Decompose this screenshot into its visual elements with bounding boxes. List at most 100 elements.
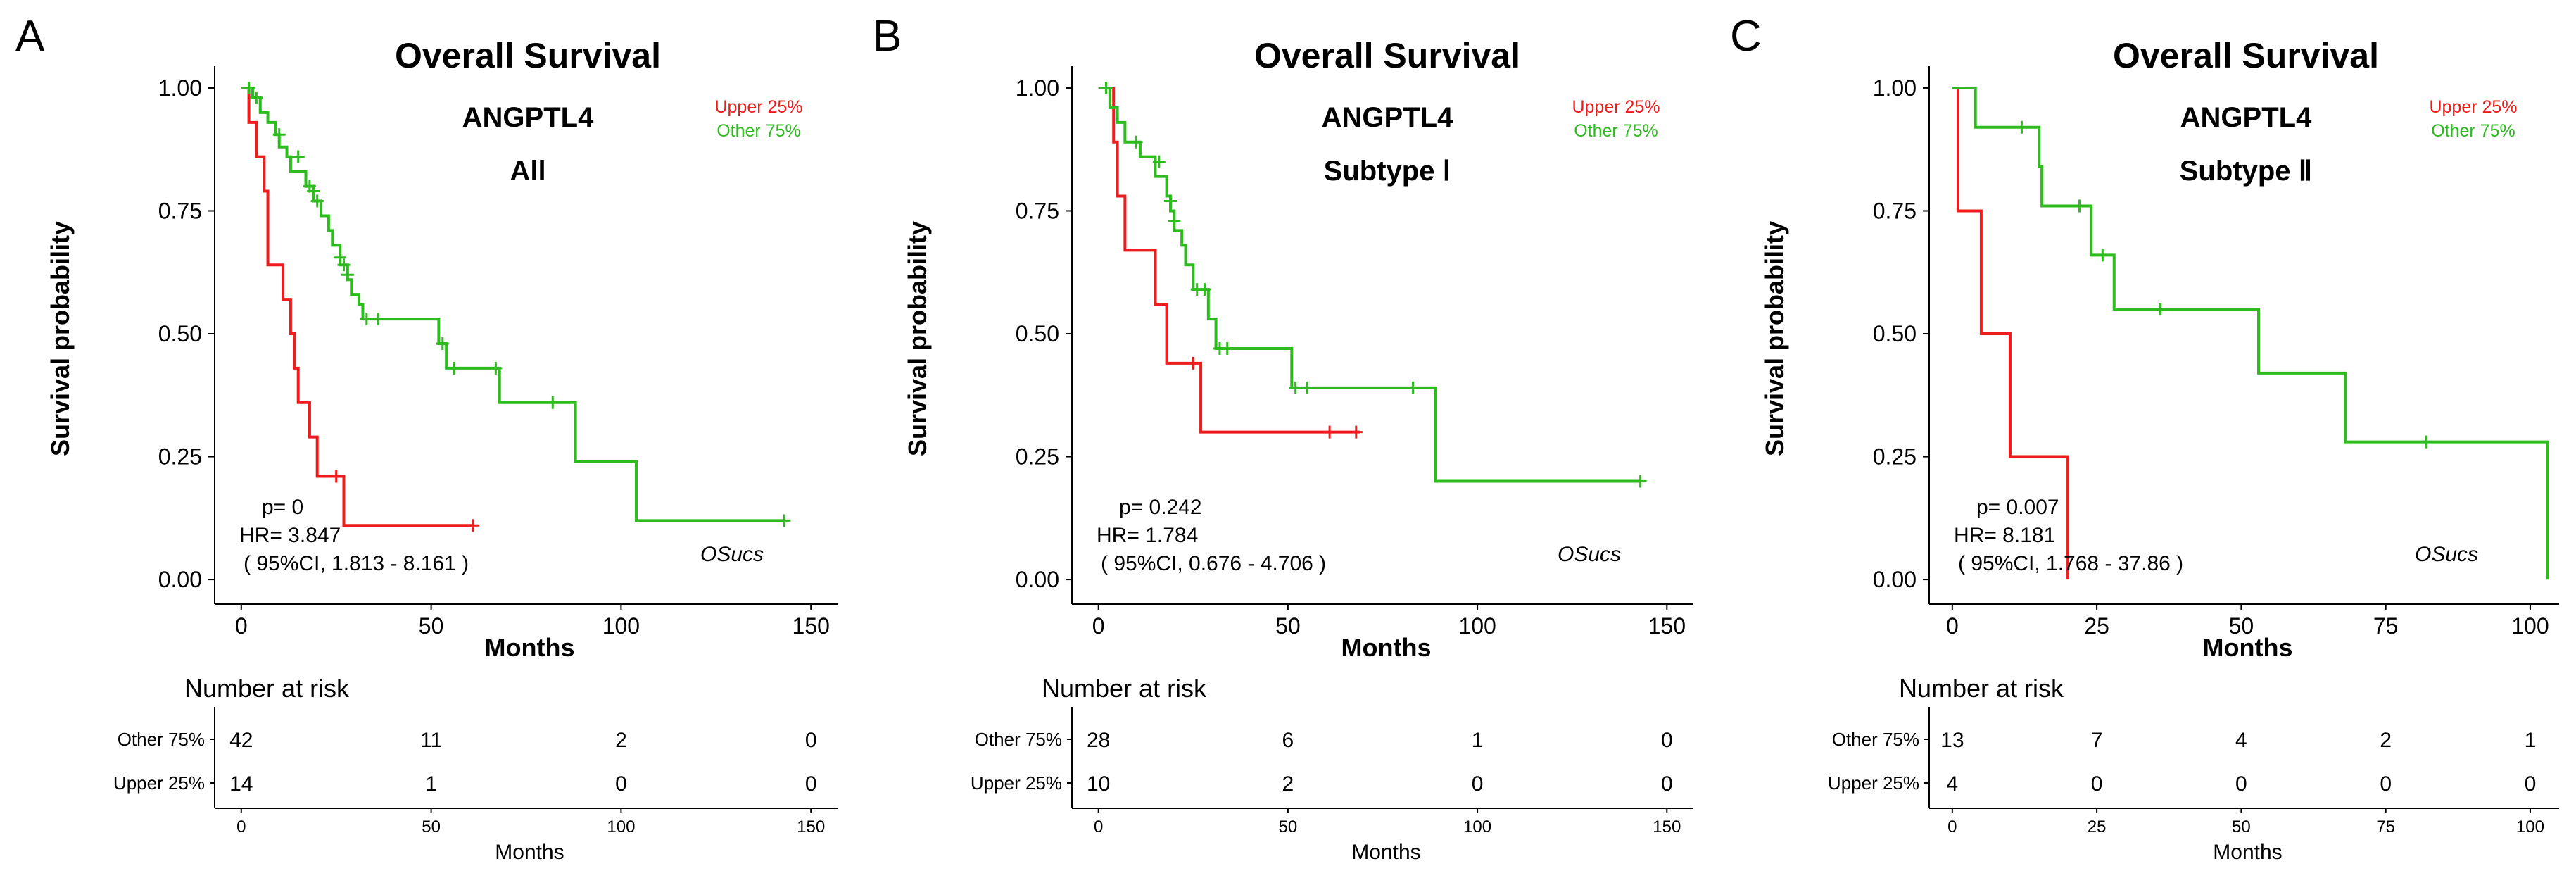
x-tick-label: 150 — [793, 613, 830, 639]
censor-mark-other — [372, 313, 385, 326]
subtitle: All — [510, 156, 545, 187]
risk-value: 10 — [1087, 772, 1110, 796]
censor-mark-other — [1099, 81, 1113, 94]
y-tick-label: 1.00 — [1016, 75, 1059, 101]
x-tick-label: 150 — [1648, 613, 1686, 639]
censor-mark-other — [1300, 381, 1313, 394]
censor-mark-other — [436, 337, 449, 350]
risk-value: 0 — [2091, 772, 2103, 796]
x-axis-title: Months — [485, 633, 575, 662]
legend-other: Other 75% — [2431, 121, 2515, 141]
risk-value: 2 — [615, 729, 627, 752]
survival-curve-other — [1098, 86, 1641, 483]
risk-value: 4 — [2235, 729, 2247, 752]
legend-upper: Upper 25% — [2429, 97, 2517, 117]
risk-x-axis-title: Months — [2213, 841, 2282, 864]
risk-x-tick-label: 50 — [1279, 817, 1298, 836]
censor-mark-other — [1289, 381, 1302, 394]
censor-mark-other — [1220, 341, 1234, 355]
x-tick-label: 75 — [2373, 613, 2399, 639]
risk-x-tick-label: 50 — [2232, 817, 2251, 836]
censor-mark-other — [1168, 214, 1181, 227]
risk-table-title: Number at risk — [184, 674, 350, 703]
risk-value: 1 — [1472, 729, 1484, 752]
x-axis-title: Months — [1341, 633, 1432, 662]
censor-mark-other — [778, 514, 791, 527]
y-tick-label: 0.25 — [1016, 444, 1059, 470]
y-tick-label: 0.75 — [1873, 198, 1917, 223]
risk-value: 0 — [2380, 772, 2392, 796]
risk-x-tick-label: 100 — [1463, 817, 1491, 836]
censor-mark-other — [2154, 303, 2167, 316]
censor-mark-other — [307, 184, 320, 198]
censor-mark-other — [489, 361, 503, 375]
risk-value: 7 — [2091, 729, 2103, 752]
x-tick-label: 0 — [1092, 613, 1105, 639]
hazard-ratio: HR= 3.847 — [239, 524, 341, 547]
risk-x-tick-label: 0 — [1094, 817, 1103, 836]
risk-value: 0 — [1661, 729, 1673, 752]
censor-mark-other — [334, 251, 347, 264]
risk-row-label: Upper 25% — [113, 772, 205, 794]
risk-table-title: Number at risk — [1042, 674, 1207, 703]
legend-other: Other 75% — [716, 121, 801, 141]
risk-x-axis-title: Months — [495, 841, 564, 864]
risk-x-tick-label: 150 — [1653, 817, 1681, 836]
p-value: p= 0.007 — [1976, 496, 2059, 519]
subtitle: Subtype Ⅰ — [1324, 156, 1451, 187]
censor-mark-other — [1406, 381, 1420, 394]
annotation: OSucs — [700, 543, 764, 566]
risk-value: 28 — [1087, 729, 1110, 752]
x-tick-label: 0 — [1946, 613, 1959, 639]
y-tick-label: 0.50 — [158, 321, 202, 346]
survival-curve-upper — [241, 86, 473, 527]
risk-row-label: Other 75% — [975, 729, 1062, 750]
censor-mark-other — [1152, 155, 1166, 168]
x-tick-label: 100 — [602, 613, 640, 639]
km-panel-b: B Overall Survival ANGPTL4 Subtype Ⅰ Upper 2… — [873, 12, 1693, 864]
annotation: OSucs — [1558, 543, 1621, 566]
subtitle: Subtype Ⅱ — [2180, 156, 2313, 187]
y-tick-label: 0.50 — [1016, 321, 1059, 346]
risk-x-tick-label: 100 — [607, 817, 635, 836]
p-value: p= 0.242 — [1119, 496, 1202, 519]
x-tick-label: 50 — [419, 613, 444, 639]
risk-value: 0 — [1661, 772, 1673, 796]
censor-mark-other — [337, 258, 351, 272]
km-panel-a: A Overall Survival ANGPTL4 All Upper 25% Othe… — [15, 12, 838, 864]
chart-title: Overall Survival — [395, 36, 661, 75]
confidence-interval: ( 95%CI, 0.676 - 4.706 ) — [1101, 552, 1326, 575]
risk-value: 0 — [2525, 772, 2537, 796]
x-tick-label: 100 — [2511, 613, 2549, 639]
censor-mark-other — [291, 150, 305, 163]
risk-x-tick-label: 0 — [236, 817, 246, 836]
risk-value: 0 — [805, 772, 817, 796]
hazard-ratio: HR= 8.181 — [1954, 524, 2055, 547]
km-panel-c: C Overall Survival ANGPTL4 Subtype Ⅱ Upper 2… — [1730, 12, 2559, 864]
risk-x-tick-label: 150 — [797, 817, 825, 836]
censor-mark-other — [2073, 199, 2086, 213]
risk-row-label: Upper 25% — [971, 772, 1062, 794]
risk-row-label: Other 75% — [118, 729, 205, 750]
censor-mark-upper — [466, 519, 479, 532]
risk-value: 6 — [1282, 729, 1294, 752]
chart-title: Overall Survival — [1254, 36, 1520, 75]
censor-mark-other — [250, 91, 263, 104]
panel-label: A — [15, 12, 45, 61]
confidence-interval: ( 95%CI, 1.768 - 37.86 ) — [1958, 552, 2183, 575]
x-tick-label: 50 — [2229, 613, 2254, 639]
risk-x-tick-label: 25 — [2088, 817, 2107, 836]
censor-mark-other — [1130, 135, 1143, 149]
gene-label: ANGPTL4 — [1322, 102, 1453, 133]
censor-mark-other — [341, 268, 354, 282]
censor-mark-other — [1634, 475, 1647, 488]
risk-value: 0 — [615, 772, 627, 796]
gene-label: ANGPTL4 — [462, 102, 594, 133]
y-tick-label: 0.00 — [158, 567, 202, 592]
censor-mark-other — [1163, 194, 1177, 208]
y-tick-label: 1.00 — [1873, 75, 1917, 101]
risk-value: 1 — [425, 772, 437, 796]
hazard-ratio: HR= 1.784 — [1097, 524, 1198, 547]
censor-mark-other — [1198, 283, 1211, 296]
